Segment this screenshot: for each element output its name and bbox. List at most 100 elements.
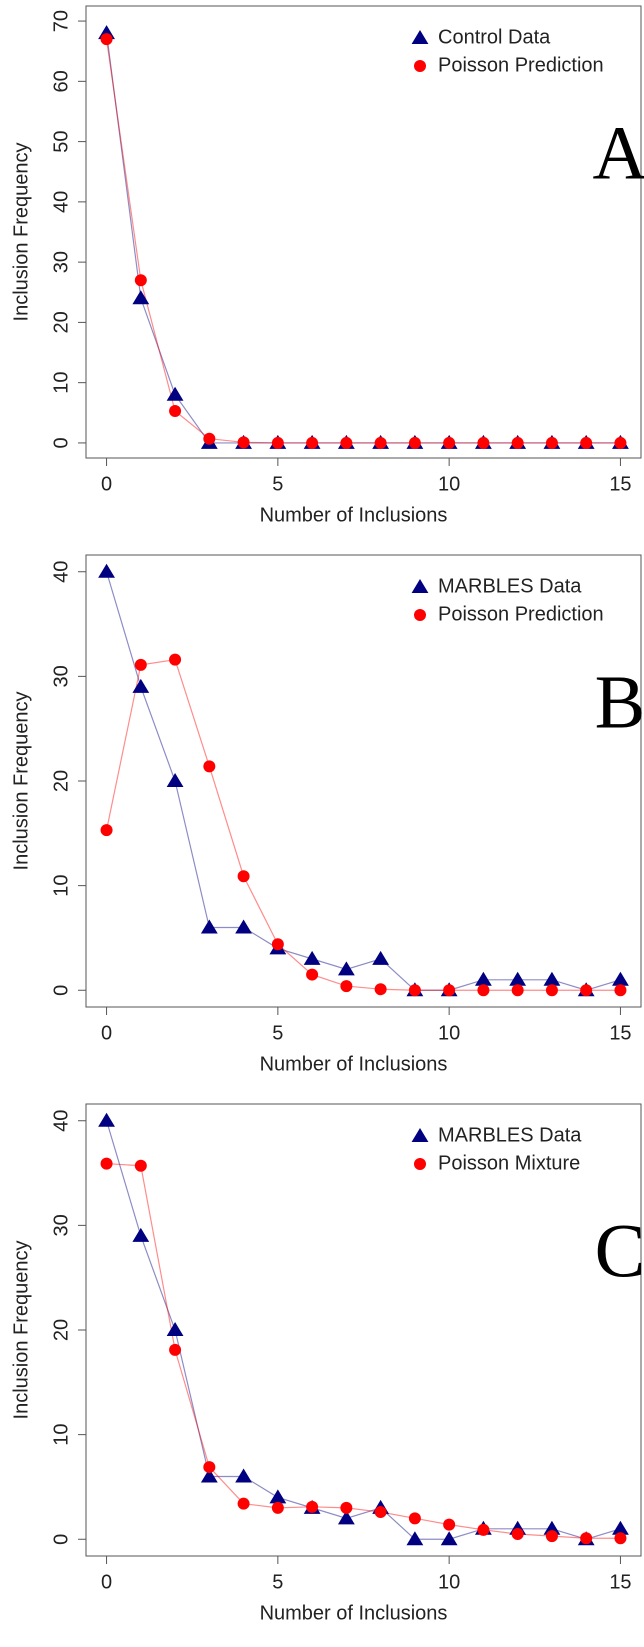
marker [511,436,524,449]
y-tick-label: 0 [50,1534,72,1545]
marker [374,436,387,449]
y-tick-label: 10 [50,875,72,897]
marker [271,436,284,449]
marker [408,1512,421,1525]
marker [237,1497,250,1510]
marker [374,1506,387,1519]
marker [580,1532,593,1545]
y-tick-label: 0 [50,437,72,448]
marker [580,984,593,997]
legend-marker [411,1128,429,1142]
marker [134,274,147,287]
y-tick-label: 50 [50,130,72,152]
marker [134,658,147,671]
x-tick-label: 10 [438,1022,460,1044]
series-line [105,33,621,444]
marker [511,984,524,997]
marker [306,436,319,449]
x-tick-label: 15 [609,1022,631,1044]
x-tick-label: 0 [101,1022,112,1044]
legend-label: Control Data [438,26,551,48]
marker [543,1520,561,1535]
marker [203,432,216,445]
marker [543,971,561,986]
marker [340,1501,353,1514]
y-tick-label: 20 [50,1319,72,1341]
marker [374,983,387,996]
y-tick-label: 10 [50,372,72,394]
marker [134,1159,147,1172]
y-tick-label: 40 [50,1110,72,1132]
marker [340,436,353,449]
marker [612,971,629,986]
marker [132,678,150,693]
series-line [105,39,621,444]
marker [443,984,456,997]
marker [306,968,319,981]
marker [235,919,252,934]
marker [337,961,355,976]
y-tick-label: 40 [50,561,72,583]
y-tick-label: 20 [50,311,72,333]
legend-marker [411,579,429,593]
marker [269,1489,287,1504]
legend-label: Poisson Mixture [438,1152,580,1174]
marker [237,436,250,449]
y-axis-title: Inclusion Frequency [10,1241,32,1420]
marker [203,760,216,773]
marker [306,1500,319,1513]
series-line [105,1120,621,1540]
marker [477,436,490,449]
marker [271,1501,284,1514]
legend-label: Poisson Prediction [438,54,604,76]
marker [100,824,113,837]
x-tick-label: 5 [272,1571,283,1593]
marker [100,1157,113,1170]
x-axis-title: Number of Inclusions [260,1602,448,1624]
x-tick-label: 15 [609,1571,631,1593]
marker [237,870,250,883]
marker [372,950,390,965]
x-tick-label: 5 [272,473,283,495]
marker [545,436,558,449]
marker [132,290,150,305]
marker [475,971,492,986]
panel-letter: C [595,1209,644,1293]
legend-marker [411,30,429,44]
marker [100,33,113,46]
marker [337,1510,355,1525]
y-tick-label: 0 [50,985,72,996]
legend-label: MARBLES Data [438,575,582,597]
legend-label: MARBLES Data [438,1124,582,1146]
marker [406,1531,424,1546]
x-tick-label: 0 [101,1571,112,1593]
marker [132,1227,150,1242]
marker [98,1112,115,1127]
x-tick-label: 5 [272,1022,283,1044]
marker [200,1468,218,1483]
y-tick-label: 30 [50,665,72,687]
plot-frame [85,5,642,459]
marker [169,1343,182,1356]
x-tick-label: 0 [101,473,112,495]
y-tick-label: 30 [50,1214,72,1236]
marker [443,1518,456,1531]
marker [169,404,182,417]
marker [203,1461,216,1474]
panel-letter: A [593,111,644,195]
marker [340,980,353,993]
y-axis-title: Inclusion Frequency [10,143,32,322]
marker [612,1520,629,1535]
legend-marker [414,60,426,72]
marker [511,1528,524,1541]
y-tick-label: 60 [50,70,72,92]
marker [545,984,558,997]
x-tick-label: 10 [438,1571,460,1593]
legend-marker [414,1158,426,1170]
legend-marker [414,609,426,621]
legend-label: Poisson Prediction [438,603,604,625]
marker [200,919,218,934]
marker [545,1530,558,1543]
series-line [105,658,621,991]
marker [303,950,321,965]
